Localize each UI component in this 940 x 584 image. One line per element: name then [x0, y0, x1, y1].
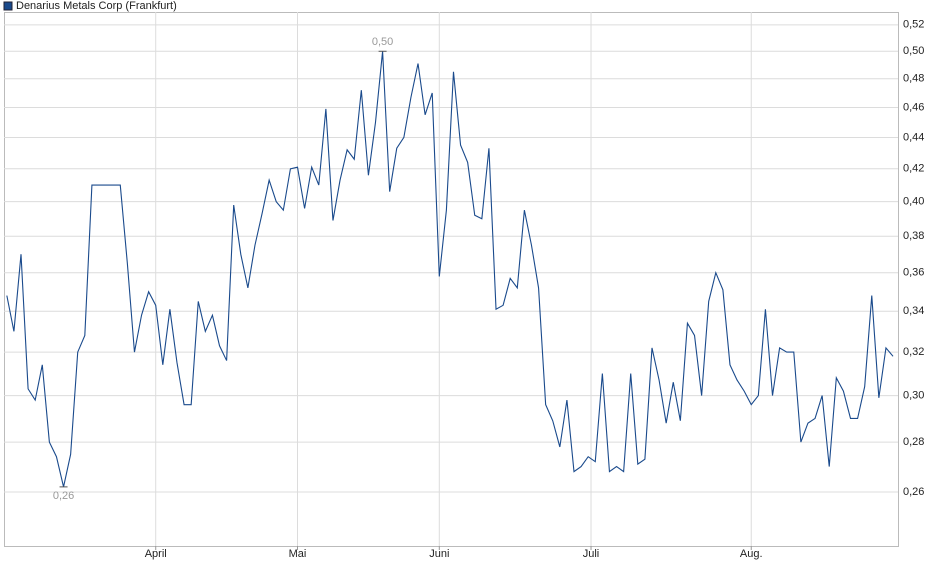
legend-swatch — [3, 1, 13, 11]
x-tick-label: Juli — [583, 548, 600, 560]
legend-label: Denarius Metals Corp (Frankfurt) — [16, 0, 177, 12]
x-tick-label: April — [145, 548, 167, 560]
y-tick-label: 0,32 — [903, 346, 924, 358]
plot-frame — [4, 12, 899, 547]
x-tick-label: Mai — [289, 548, 307, 560]
value-label: 0,50 — [372, 36, 393, 48]
y-tick-label: 0,44 — [903, 131, 924, 143]
y-tick-label: 0,38 — [903, 230, 924, 242]
y-tick-label: 0,42 — [903, 163, 924, 175]
x-tick-label: Aug. — [740, 548, 763, 560]
y-tick-label: 0,52 — [903, 19, 924, 31]
y-tick-label: 0,36 — [903, 267, 924, 279]
price-line — [6, 51, 894, 488]
y-tick-label: 0,34 — [903, 305, 924, 317]
y-tick-label: 0,40 — [903, 196, 924, 208]
y-tick-label: 0,30 — [903, 389, 924, 401]
y-tick-label: 0,26 — [903, 486, 924, 498]
y-tick-label: 0,50 — [903, 45, 924, 57]
value-label: 0,26 — [53, 490, 74, 502]
y-tick-label: 0,46 — [903, 101, 924, 113]
y-tick-label: 0,48 — [903, 73, 924, 85]
y-tick-label: 0,28 — [903, 436, 924, 448]
x-tick-label: Juni — [429, 548, 449, 560]
